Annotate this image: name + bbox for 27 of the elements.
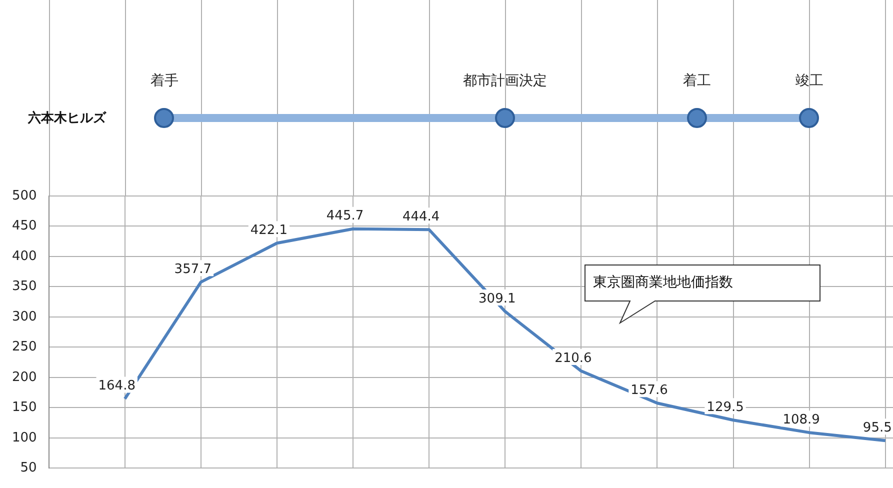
- data-label: 357.7: [174, 262, 212, 277]
- y-tick-label: 300: [12, 309, 37, 324]
- y-tick-label: 50: [20, 460, 37, 476]
- y-tick-label: 250: [12, 340, 37, 355]
- data-label: 309.1: [478, 291, 516, 306]
- data-label: 108.9: [782, 412, 820, 428]
- y-tick-label: 400: [12, 248, 37, 264]
- data-label: 422.1: [250, 222, 288, 238]
- text: 着手: [150, 72, 178, 90]
- y-tick-label: 500: [12, 188, 37, 204]
- data-label: 210.6: [554, 350, 592, 366]
- y-tick-label: 350: [12, 279, 37, 294]
- data-label: 157.6: [630, 382, 668, 398]
- text: 六本木ヒルズ: [28, 110, 106, 127]
- data-label: 445.7: [326, 208, 364, 224]
- data-label: 129.5: [706, 400, 744, 415]
- y-tick-label: 450: [12, 218, 37, 234]
- text: 着工: [682, 72, 711, 90]
- y-tick-label: 200: [12, 370, 37, 385]
- y-tick-label: 150: [12, 400, 37, 416]
- y-tick-label: 100: [12, 430, 37, 446]
- text: 東京圏商業地地価指数: [593, 274, 733, 291]
- data-label: 95.5: [862, 420, 892, 436]
- data-label: 444.4: [402, 210, 440, 225]
- data-label: 164.8: [98, 378, 136, 394]
- text: 竣工: [795, 72, 824, 90]
- text: 都市計画決定: [463, 72, 548, 90]
